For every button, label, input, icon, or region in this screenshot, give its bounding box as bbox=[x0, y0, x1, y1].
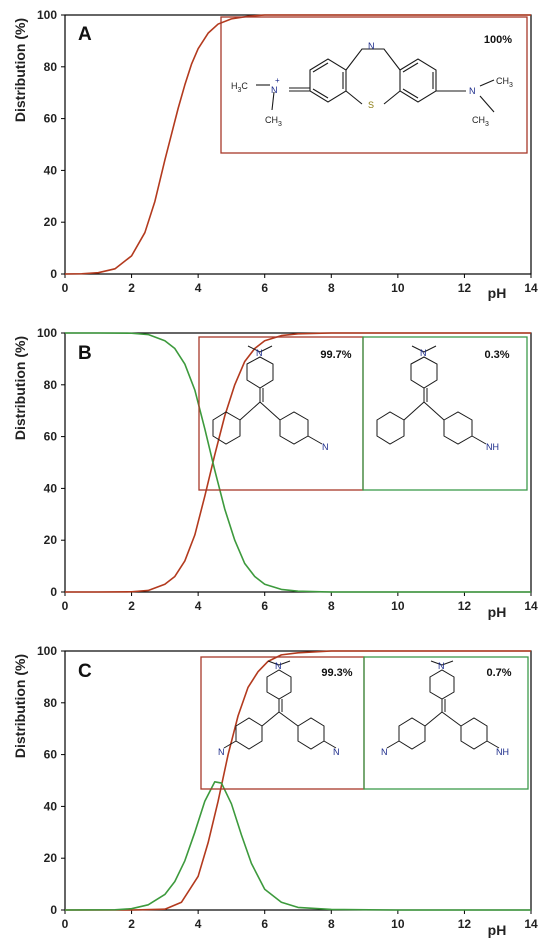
percentage-label: 99.3% bbox=[321, 667, 352, 679]
x-tick-label: 4 bbox=[195, 599, 202, 613]
y-tick-label: 100 bbox=[37, 326, 57, 340]
plot-frame bbox=[64, 650, 532, 911]
series-line-red bbox=[64, 14, 531, 275]
x-tick-label: 2 bbox=[128, 281, 135, 295]
y-tick-label: 0 bbox=[50, 585, 57, 599]
percentage-label: 100% bbox=[484, 34, 512, 46]
y-axis-label: Distribution (%) bbox=[12, 336, 28, 440]
percentage-label: 0.7% bbox=[486, 667, 511, 679]
chart-panel-b: Distribution (%) pH B 0 2 4 6 8 10 12 14 0 20 40 60… bbox=[12, 326, 538, 620]
atom-n: N bbox=[256, 348, 263, 358]
atom-n-left: N bbox=[271, 85, 278, 95]
x-tick-label: 8 bbox=[328, 281, 335, 295]
x-tick-label: 0 bbox=[62, 281, 69, 295]
x-tick-label: 2 bbox=[128, 917, 135, 931]
y-tick-label: 80 bbox=[44, 378, 58, 392]
series-line-green bbox=[65, 332, 531, 593]
x-tick-label: 2 bbox=[128, 599, 135, 613]
x-tick-label: 14 bbox=[524, 599, 538, 613]
atom-s: S bbox=[368, 100, 374, 110]
y-tick-label: 0 bbox=[50, 267, 57, 281]
x-axis-label: pH bbox=[488, 922, 507, 938]
atom-n-ring: N bbox=[368, 41, 375, 51]
crystal-violet-protonated-structure bbox=[386, 660, 500, 750]
x-tick-label: 10 bbox=[391, 599, 405, 613]
x-tick-label: 6 bbox=[261, 281, 268, 295]
atom-n: N bbox=[381, 747, 388, 757]
x-tick-label: 12 bbox=[458, 281, 472, 295]
atom-n: N bbox=[420, 348, 427, 358]
y-axis-label: Distribution (%) bbox=[12, 18, 28, 122]
x-tick-label: 14 bbox=[524, 917, 538, 931]
x-tick-label: 0 bbox=[62, 599, 69, 613]
series-line-red bbox=[65, 332, 531, 593]
y-tick-label: 20 bbox=[44, 851, 58, 865]
atom-n: N bbox=[322, 442, 329, 452]
y-tick-label: 20 bbox=[44, 215, 58, 229]
x-tick-label: 8 bbox=[328, 917, 335, 931]
atom-nh: NH bbox=[486, 442, 499, 452]
methylene-blue-structure bbox=[256, 48, 495, 113]
x-tick-label: 6 bbox=[261, 599, 268, 613]
y-tick-label: 40 bbox=[44, 163, 58, 177]
series-line-green bbox=[64, 780, 531, 911]
y-tick-label: 40 bbox=[44, 481, 58, 495]
atom-n: N bbox=[275, 661, 282, 671]
methyl-label: CH3 bbox=[472, 115, 489, 128]
x-tick-label: 10 bbox=[391, 917, 405, 931]
plot-frame bbox=[64, 14, 532, 275]
inset-frame-red bbox=[220, 16, 528, 154]
chart-panel-a: Distribution (%) pH A 0 2 4 6 8 10 12 14 0 20 40 60… bbox=[12, 8, 538, 301]
atom-n: N bbox=[438, 661, 445, 671]
atom-n: N bbox=[218, 747, 225, 757]
panel-label: C bbox=[78, 661, 92, 682]
malachite-green-structure bbox=[212, 345, 323, 445]
atom-plus: + bbox=[275, 76, 280, 85]
chart-panel-c: Distribution (%) pH C 0 2 4 6 8 10 12 14 0 20 40 60… bbox=[12, 644, 538, 938]
x-tick-label: 4 bbox=[195, 281, 202, 295]
methyl-label: CH3 bbox=[265, 115, 282, 128]
methyl-label: CH3 bbox=[496, 76, 513, 89]
y-tick-label: 80 bbox=[44, 60, 58, 74]
atom-n: N bbox=[333, 747, 340, 757]
series-line-red bbox=[65, 650, 531, 911]
percentage-label: 0.3% bbox=[484, 349, 509, 361]
inset-frame-green bbox=[363, 656, 529, 790]
x-tick-label: 10 bbox=[391, 281, 405, 295]
x-tick-label: 14 bbox=[524, 281, 538, 295]
inset-molecule-frames: 99.7% 0.3% N N bbox=[198, 336, 528, 491]
inset-frame-green bbox=[362, 336, 528, 491]
inset-molecule-frames: 99.3% 0.7% N N N bbox=[200, 656, 529, 790]
y-tick-label: 80 bbox=[44, 696, 58, 710]
x-tick-label: 12 bbox=[458, 917, 472, 931]
inset-molecule-frame: 100% bbox=[220, 16, 528, 154]
y-tick-label: 60 bbox=[44, 748, 58, 762]
x-tick-label: 0 bbox=[62, 917, 69, 931]
x-axis-label: pH bbox=[488, 285, 507, 301]
y-tick-label: 60 bbox=[44, 112, 58, 126]
x-tick-label: 4 bbox=[195, 917, 202, 931]
panel-label: A bbox=[78, 24, 92, 45]
methyl-label: H3C bbox=[231, 81, 248, 94]
malachite-green-protonated-structure bbox=[376, 345, 487, 445]
x-tick-label: 6 bbox=[261, 917, 268, 931]
y-tick-label: 0 bbox=[50, 903, 57, 917]
y-tick-label: 40 bbox=[44, 799, 58, 813]
x-tick-label: 8 bbox=[328, 599, 335, 613]
y-tick-label: 20 bbox=[44, 533, 58, 547]
atom-n-right: N bbox=[469, 86, 476, 96]
x-tick-label: 12 bbox=[458, 599, 472, 613]
y-tick-label: 100 bbox=[37, 8, 57, 22]
y-tick-label: 60 bbox=[44, 430, 58, 444]
percentage-label: 99.7% bbox=[320, 349, 351, 361]
crystal-violet-structure bbox=[223, 660, 337, 750]
x-axis-label: pH bbox=[488, 604, 507, 620]
atom-nh: NH bbox=[496, 747, 509, 757]
plot-frame bbox=[64, 332, 532, 593]
panel-label: B bbox=[78, 343, 92, 364]
y-tick-label: 100 bbox=[37, 644, 57, 658]
y-axis-label: Distribution (%) bbox=[12, 654, 28, 758]
